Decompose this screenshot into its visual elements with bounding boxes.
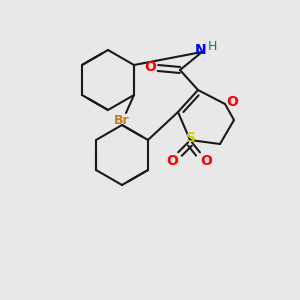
Text: O: O	[144, 60, 156, 74]
Text: O: O	[200, 154, 212, 168]
Text: Br: Br	[114, 115, 130, 128]
Text: O: O	[226, 95, 238, 109]
Text: H: H	[207, 40, 217, 53]
Text: O: O	[166, 154, 178, 168]
Text: S: S	[186, 131, 196, 145]
Text: N: N	[195, 43, 207, 57]
